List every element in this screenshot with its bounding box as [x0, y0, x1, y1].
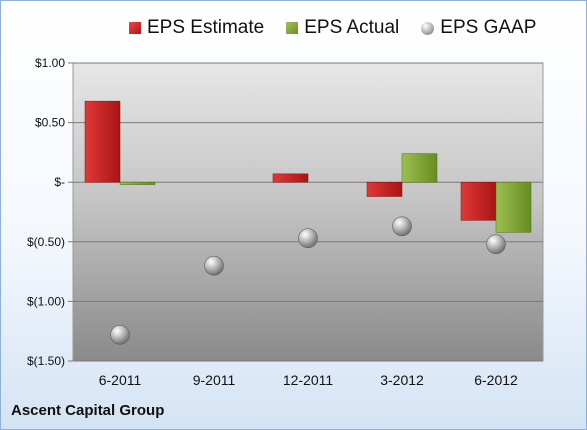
- x-tick-label: 6-2011: [99, 372, 142, 388]
- gaap-point: [204, 255, 224, 276]
- legend-label-estimate: EPS Estimate: [147, 17, 265, 38]
- y-tick-label: $(1.00): [27, 294, 65, 308]
- legend-label-actual: EPS Actual: [304, 17, 400, 38]
- actual-bar: [119, 181, 156, 185]
- gaap-point: [298, 228, 318, 249]
- x-tick-label: 9-2011: [193, 372, 236, 388]
- x-tick-label: 3-2012: [380, 372, 424, 388]
- gaap-point: [392, 216, 412, 237]
- y-tick-label: $(1.50): [27, 354, 65, 368]
- estimate-bar: [84, 100, 121, 183]
- y-tick-label: $-: [54, 175, 65, 189]
- legend-item-actual: EPS Actual: [286, 17, 399, 39]
- legend-item-estimate: EPS Estimate: [129, 17, 264, 39]
- y-tick-label: $(0.50): [27, 235, 65, 249]
- x-tick-label: 6-2012: [474, 372, 518, 388]
- company-name: Ascent Capital Group: [11, 402, 165, 419]
- estimate-swatch-icon: [129, 22, 141, 34]
- gaap-swatch-icon: [421, 21, 435, 35]
- y-tick-label: $0.50: [35, 116, 65, 130]
- gaap-point: [486, 234, 506, 254]
- actual-bar: [495, 181, 532, 233]
- x-tick-label: 12-2011: [283, 372, 334, 388]
- legend-label-gaap: EPS GAAP: [440, 17, 537, 38]
- estimate-bar: [460, 181, 497, 221]
- estimate-bar: [272, 173, 309, 183]
- actual-bar: [401, 153, 438, 183]
- gaap-point: [110, 324, 130, 345]
- actual-swatch-icon: [286, 22, 299, 34]
- legend-item-gaap: EPS GAAP: [421, 17, 536, 39]
- y-tick-label: $1.00: [35, 56, 65, 70]
- estimate-bar: [366, 181, 403, 197]
- chart-legend: EPS Estimate EPS Actual EPS GAAP: [129, 17, 536, 39]
